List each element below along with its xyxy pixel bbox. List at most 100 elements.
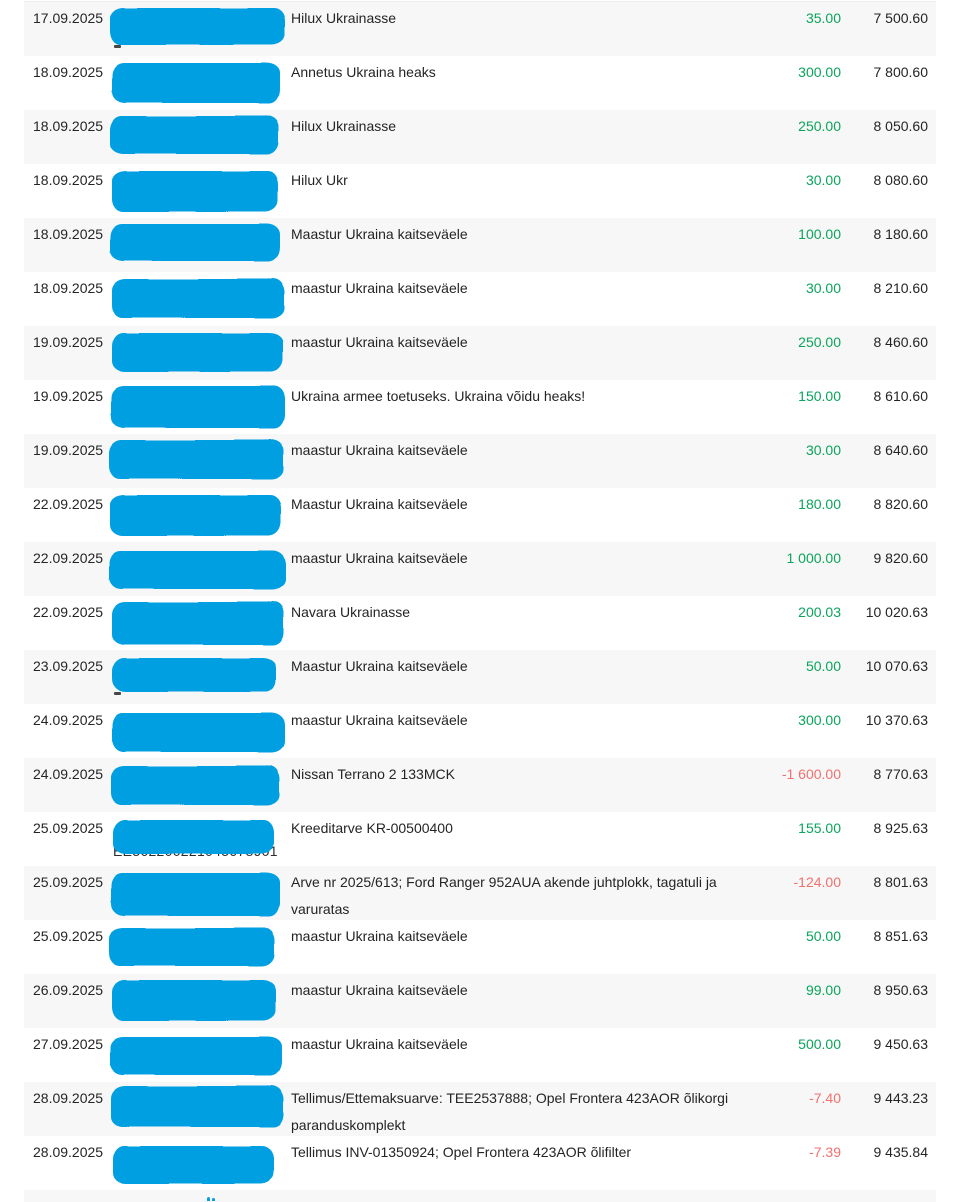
transaction-balance: 8 460.60 xyxy=(873,334,929,350)
transaction-row[interactable]: 26.09.2025 maastur Ukraina kaitseväele 9… xyxy=(24,974,936,1028)
transaction-amount: 30.00 xyxy=(805,172,841,188)
redaction-marker xyxy=(112,63,280,103)
transaction-date: 23.09.2025 xyxy=(33,658,104,674)
transaction-row[interactable]: 18.09.2025 Maastur Ukraina kaitseväele 1… xyxy=(24,218,936,272)
transaction-row[interactable]: 28.09.2025 Tellimus/Ettemaksuarve: TEE25… xyxy=(24,1082,936,1136)
transaction-row[interactable]: 28.09.2025 Tellimus INV-01350924; Opel F… xyxy=(24,1136,936,1190)
transaction-row[interactable]: 22.09.2025 maastur Ukraina kaitseväele 1… xyxy=(24,542,936,596)
transaction-amount: 200.03 xyxy=(798,604,841,620)
transaction-row[interactable]: 17.09.2025 Hilux Ukrainasse 35.00 7 500.… xyxy=(24,2,936,56)
transaction-row[interactable]: 23.09.2025 Maastur Ukraina kaitseväele 5… xyxy=(24,650,936,704)
transaction-amount: 50.00 xyxy=(805,658,841,674)
transaction-description: Arve nr 2025/613; Ford Ranger 952AUA ake… xyxy=(291,874,717,917)
redaction-marker xyxy=(110,116,279,154)
transaction-balance: 8 820.60 xyxy=(873,496,929,512)
redaction-marker xyxy=(113,1146,274,1184)
transaction-date: 25.09.2025 xyxy=(33,820,104,836)
transaction-date: 18.09.2025 xyxy=(33,226,104,242)
transaction-description: Hilux Ukrainasse xyxy=(291,118,397,134)
transaction-description: Annetus Ukraina heaks xyxy=(291,64,436,80)
transaction-description: Kreeditarve KR-00500400 xyxy=(291,820,453,836)
transaction-row[interactable]: 19.09.2025 Ukraina armee toetuseks. Ukra… xyxy=(24,380,936,434)
transaction-balance: 8 925.63 xyxy=(873,820,929,836)
transaction-amount: 1 000.00 xyxy=(786,550,842,566)
transaction-row[interactable]: 25.09.2025 maastur Ukraina kaitseväele 5… xyxy=(24,920,936,974)
transaction-date: 22.09.2025 xyxy=(33,604,104,620)
transaction-balance: 8 640.60 xyxy=(873,442,929,458)
redaction-marker xyxy=(112,171,278,212)
transaction-balance: 8 210.60 xyxy=(873,280,929,296)
redacted-text-remnant xyxy=(114,45,121,48)
transaction-description: maastur Ukraina kaitseväele xyxy=(291,712,468,728)
transaction-amount: -1 600.00 xyxy=(781,766,841,782)
transaction-description: maastur Ukraina kaitseväele xyxy=(291,928,468,944)
redaction-marker xyxy=(110,224,280,261)
transaction-date: 18.09.2025 xyxy=(33,172,104,188)
transaction-balance: 8 770.63 xyxy=(873,766,929,782)
transaction-description: Tellimus INV-01350924; Opel Frontera 423… xyxy=(291,1144,632,1160)
transaction-balance: 8 610.60 xyxy=(873,388,929,404)
transaction-date: 18.09.2025 xyxy=(33,64,104,80)
transaction-balance: 8 851.63 xyxy=(873,928,929,944)
transaction-row[interactable]: 18.09.2025 Hilux Ukrainasse 250.00 8 050… xyxy=(24,110,936,164)
transaction-row[interactable]: 19.09.2025 maastur Ukraina kaitseväele 3… xyxy=(24,434,936,488)
transaction-row[interactable]: 19.09.2025 maastur Ukraina kaitseväele 2… xyxy=(24,326,936,380)
redaction-marker xyxy=(111,766,280,805)
transaction-amount: 30.00 xyxy=(805,280,841,296)
redaction-marker xyxy=(112,333,283,372)
transaction-row[interactable]: 24.09.2025 Nissan Terrano 2 133MCK -1 60… xyxy=(24,758,936,812)
transaction-description: Navara Ukrainasse xyxy=(291,604,411,620)
transaction-amount: 99.00 xyxy=(805,982,841,998)
transaction-balance: 10 370.63 xyxy=(865,712,928,728)
transaction-amount: 150.00 xyxy=(798,388,841,404)
transaction-amount: 500.00 xyxy=(798,1036,841,1052)
transaction-row[interactable]: 25.09.2025 Kreeditarve KR-00500400 155.0… xyxy=(24,812,936,866)
transaction-date: 22.09.2025 xyxy=(33,496,104,512)
transaction-description: maastur Ukraina kaitseväele xyxy=(291,1036,468,1052)
transaction-description: Nissan Terrano 2 133MCK xyxy=(291,766,455,782)
transaction-description: maastur Ukraina kaitseväele xyxy=(291,982,468,998)
redaction-marker xyxy=(112,980,276,1021)
transaction-row[interactable]: 27.09.2025 maastur Ukraina kaitseväele 5… xyxy=(24,1028,936,1082)
transaction-amount: 100.00 xyxy=(798,226,841,242)
transaction-description: Maastur Ukraina kaitseväele xyxy=(291,226,468,242)
transaction-date: 19.09.2025 xyxy=(33,442,104,458)
transaction-description: Ukraina armee toetuseks. Ukraina võidu h… xyxy=(291,388,586,404)
transaction-amount: -7.39 xyxy=(809,1144,841,1160)
transaction-amount: 250.00 xyxy=(798,334,841,350)
transaction-row[interactable]: 22.09.2025 Navara Ukrainasse 200.03 10 0… xyxy=(24,596,936,650)
transaction-balance: 10 070.63 xyxy=(865,658,928,674)
transaction-balance: 9 435.84 xyxy=(873,1144,929,1160)
redaction-marker xyxy=(111,386,285,428)
transaction-balance: 8 050.60 xyxy=(873,118,929,134)
transaction-row[interactable]: 18.09.2025 Hilux Ukr 30.00 8 080.60 xyxy=(24,164,936,218)
redaction-marker xyxy=(111,1086,284,1127)
redaction-marker xyxy=(111,873,280,916)
transaction-row-partial[interactable] xyxy=(24,1190,936,1202)
transaction-row[interactable]: 18.09.2025 maastur Ukraina kaitseväele 3… xyxy=(24,272,936,326)
redaction-marker xyxy=(112,658,276,692)
transaction-amount: 300.00 xyxy=(798,64,841,80)
transaction-amount: -7.40 xyxy=(809,1090,841,1106)
transaction-date: 27.09.2025 xyxy=(33,1036,104,1052)
redaction-marker xyxy=(113,820,274,854)
transaction-row[interactable]: 18.09.2025 Annetus Ukraina heaks 300.00 … xyxy=(24,56,936,110)
transaction-description: Maastur Ukraina kaitseväele xyxy=(291,496,468,512)
transaction-row[interactable]: 25.09.2025 Arve nr 2025/613; Ford Ranger… xyxy=(24,866,936,920)
transaction-row[interactable]: 22.09.2025 Maastur Ukraina kaitseväele 1… xyxy=(24,488,936,542)
transaction-balance: 10 020.63 xyxy=(865,604,928,620)
redaction-marker xyxy=(112,602,284,645)
transaction-row[interactable]: 24.09.2025 maastur Ukraina kaitseväele 3… xyxy=(24,704,936,758)
transaction-date: 24.09.2025 xyxy=(33,712,104,728)
redaction-marker-partial xyxy=(212,1198,215,1201)
redaction-marker xyxy=(110,8,285,45)
transaction-amount: -124.00 xyxy=(793,874,841,890)
transaction-date: 25.09.2025 xyxy=(33,874,104,890)
redaction-marker xyxy=(110,495,281,536)
transaction-balance: 7 800.60 xyxy=(873,64,929,80)
transactions-table: 17.09.2025 Hilux Ukrainasse 35.00 7 500.… xyxy=(24,1,936,1202)
redaction-marker xyxy=(109,928,275,966)
transaction-amount: 30.00 xyxy=(805,442,841,458)
redaction-marker xyxy=(112,713,285,752)
transaction-date: 25.09.2025 xyxy=(33,928,104,944)
